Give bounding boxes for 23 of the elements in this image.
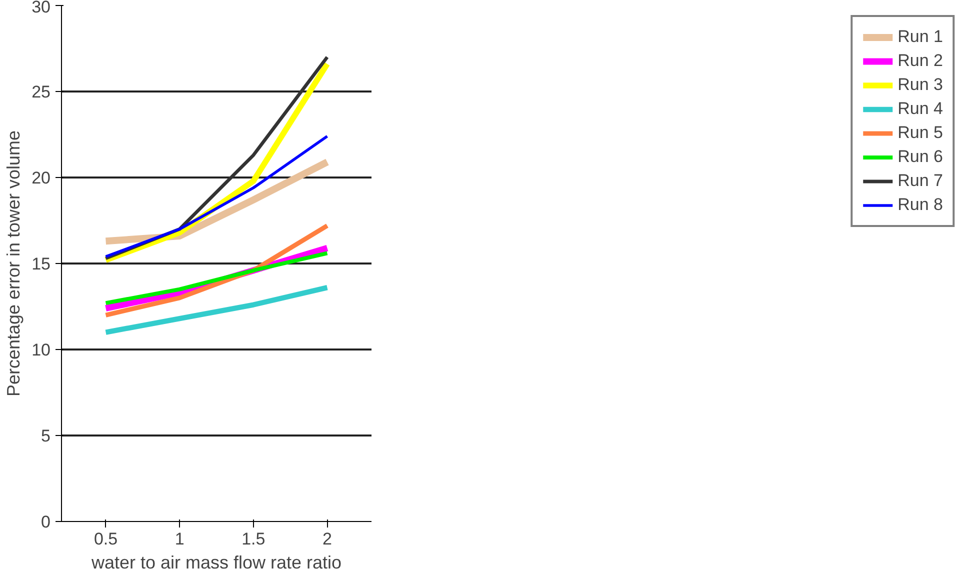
legend-label: Run 4 [898,99,943,119]
y-tick-label: 25 [32,82,51,102]
x-tick-label: 2 [322,530,332,548]
line-series [104,251,330,306]
x-tick-label: 0.5 [94,530,118,548]
y-axis-title: Percentage error in tower volume [4,130,24,397]
legend-label: Run 3 [898,75,943,95]
y-tick-label: 15 [32,254,51,274]
y-tick-label: 10 [32,340,51,360]
legend-label: Run 5 [898,123,943,143]
x-tick-label: 1.5 [242,530,266,548]
y-tick-label: 30 [32,0,51,16]
line-series [104,134,329,258]
y-tick-label: 5 [41,426,51,446]
legend-label: Run 6 [898,147,943,167]
legend-label: Run 7 [898,171,943,191]
legend-label: Run 1 [898,27,943,47]
y-tick-label: 20 [32,168,51,188]
x-axis-title: water to air mass flow rate ratio [90,552,342,572]
x-tick-label: 1 [174,530,184,548]
legend-label: Run 2 [898,51,943,71]
y-tick-label: 0 [41,512,51,532]
legend-label: Run 8 [898,195,943,215]
